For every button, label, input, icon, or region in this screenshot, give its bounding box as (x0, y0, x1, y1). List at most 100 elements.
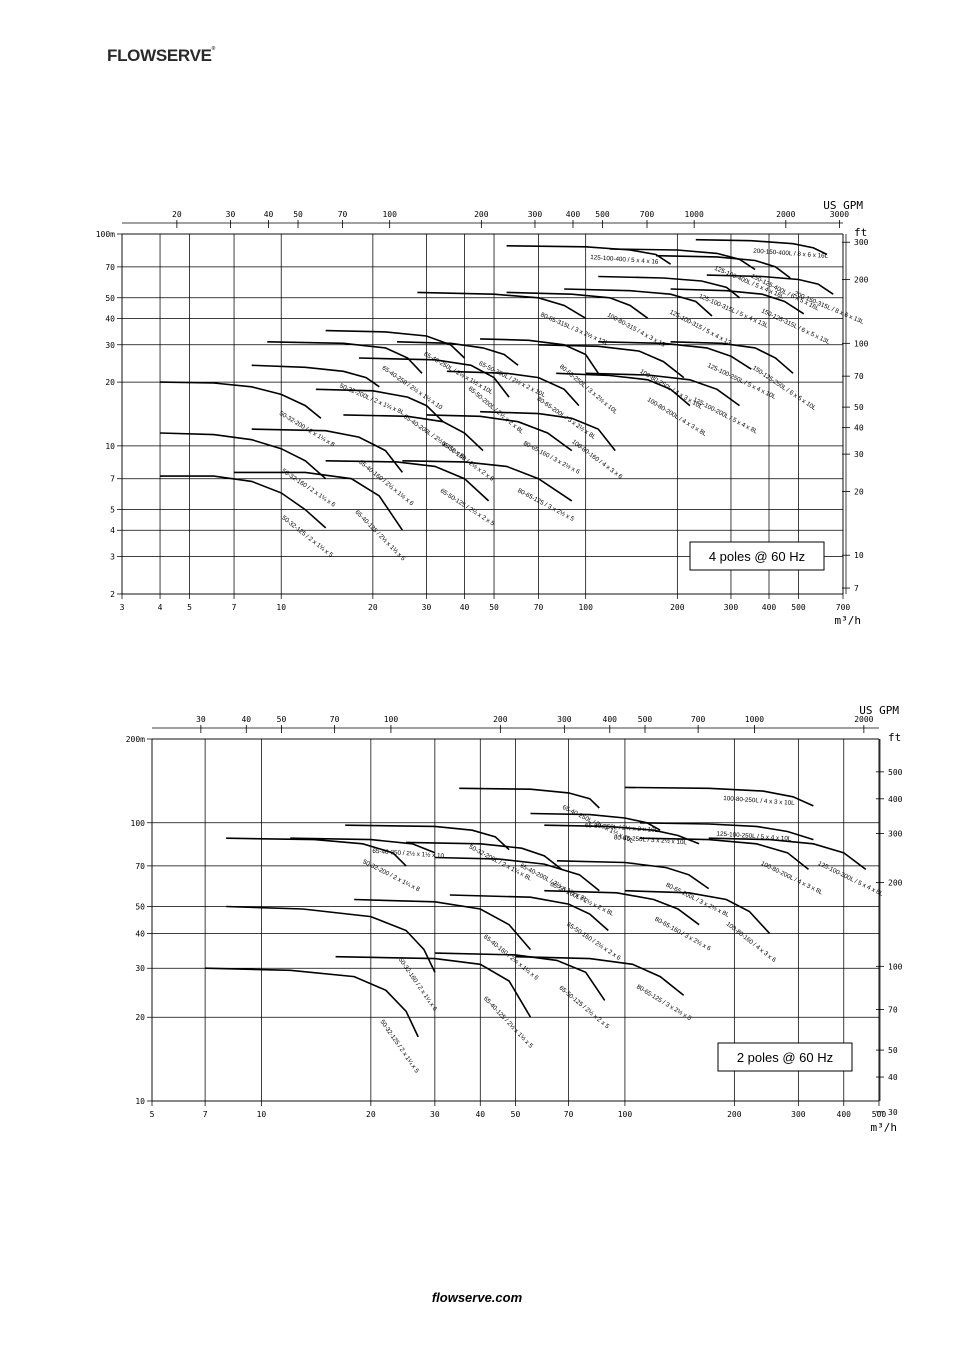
top-tick-label: 200 (493, 715, 508, 724)
x-tick-label: 200 (727, 1110, 742, 1119)
curve-65-50-250l-2-x-2-x-10l (530, 812, 661, 831)
curve-150-125-250l-6-x-5-x-10l (670, 341, 794, 374)
x-tick-label: 100 (618, 1110, 633, 1119)
top-tick-label: 20 (172, 210, 182, 219)
y-tick-label: 50 (135, 903, 145, 912)
top-axis-unit: US GPM (859, 704, 899, 717)
top-tick-label: 500 (638, 715, 653, 724)
curve-50-32-200l-2-x-1-x-8l (251, 364, 380, 388)
curve-65-50-160-2-x-2-x-6 (449, 894, 609, 932)
curve-65-40-160-2-x-1-x-6 (251, 428, 404, 473)
x-axis-unit: m³/h (835, 614, 862, 627)
curve-65-50-200l-2-x-2-x-8l (434, 856, 600, 892)
curve-65-40-200l-2-x-1-x-8l (406, 841, 563, 871)
curve-label-65-40-125-2-x-1-x-5: 65-40-125 / 2½ x 1½ x 5 (353, 508, 407, 563)
top-tick-label: 300 (528, 210, 543, 219)
curve-label-65-50-160-2-x-2-x-6: 65-50-160 / 2½ x 2 x 6 (565, 920, 622, 962)
curve-150-125-400l-6-x-5-x-16l (655, 254, 791, 279)
curve-65-50-200l-2-x-2-x-8l (358, 357, 510, 398)
curve-label-100-80-160-4-x-3-x-6: 100-80-160 / 4 x 3 x 6 (725, 921, 778, 965)
top-tick-label: 40 (241, 715, 251, 724)
curve-50-32-200-2-x-1-x-8 (226, 837, 407, 867)
top-tick-label: 70 (330, 715, 340, 724)
right-tick-label: 50 (888, 1046, 898, 1055)
x-tick-label: 400 (837, 1110, 852, 1119)
top-tick-label: 2000 (776, 210, 795, 219)
x-tick-label: 5 (150, 1110, 155, 1119)
curve-label-125-100-250l-5-x-4-x-10l: 125-100-250L / 5 x 4 x 10L (706, 362, 777, 401)
right-tick-label: 400 (888, 795, 903, 804)
chart-2-poles: 5 7 10 20 30 40 50 70 100 200 300 400 500 10 20 30 40 50 7… (126, 704, 903, 1134)
curve-65-40-125-2-x-1-x-5 (234, 471, 404, 531)
title-box (689, 541, 825, 571)
x-tick-label: 10 (276, 603, 286, 612)
curve-65-40-250-2-x-1-x-10 (290, 837, 436, 854)
x-tick-label: 400 (762, 603, 777, 612)
y-tick-label: 5 (110, 506, 115, 515)
curve-65-40-160-2-x-1-x-6 (354, 898, 532, 951)
right-tick-label: 10 (854, 551, 864, 560)
y-tick-label: 40 (135, 929, 145, 938)
curve-50-32-125-2-x-1-x-5 (205, 967, 419, 1038)
curve-label-50-32-200-2-x-1-x-8: 50-32-200 / 2 x 1¼ x 8 (361, 858, 421, 893)
y-tick-label: 70 (135, 862, 145, 871)
y-tick-label: 70 (105, 263, 115, 272)
y-tick-label: 10 (135, 1097, 145, 1106)
curve-label-50-32-200l-2-x-1-x-8l: 50-32-200L / 2 x 1¼ x 8L (339, 382, 406, 416)
x-tick-label: 300 (791, 1110, 806, 1119)
right-axis-unit: ft (854, 226, 867, 239)
curve-label-100-80-160-4-x-3-x-6: 100-80-160 / 4 x 3 x 6 (570, 438, 624, 481)
x-tick-label: 5 (187, 603, 192, 612)
x-tick-label: 70 (534, 603, 544, 612)
brand-logo: FLOWSERVE® (107, 46, 216, 65)
curve-label-65-50-125-2-x-2-x-5: 65-50-125 / 2½ x 2 x 5 (439, 487, 497, 528)
x-tick-label: 30 (430, 1110, 440, 1119)
y-tick-label: 40 (105, 314, 115, 323)
plot-area: 3 4 5 7 10 20 30 40 50 70 100 200 300 400 500 700234571… (96, 199, 869, 627)
curve-100-80-250l-4-x-3-x-10l (624, 786, 814, 807)
right-tick-label: 500 (888, 768, 903, 777)
top-tick-label: 500 (595, 210, 610, 219)
curve-label-50-32-160-2-x-1-x-6: 50-32-160 / 2 x 1¼ x 6 (280, 468, 337, 509)
x-tick-label: 40 (460, 603, 470, 612)
curve-label-50-32-160-2-x-1-x-6: 50-32-160 / 2 x 1¼ x 6 (397, 957, 439, 1013)
curve-65-40-200l-2-x-1-x-8l (315, 388, 444, 423)
x-tick-label: 7 (203, 1110, 208, 1119)
curve-125-100-400l-5-x-4-x-16l (609, 248, 756, 271)
x-axis-unit: m³/h (871, 1121, 898, 1134)
y-tick-label: 10 (105, 442, 115, 451)
top-tick-label: 700 (691, 715, 706, 724)
top-tick-label: 200 (474, 210, 489, 219)
x-tick-label: 4 (158, 603, 163, 612)
right-tick-label: 40 (888, 1073, 898, 1082)
curve-100-80-160-4-x-3-x-6 (480, 410, 616, 452)
right-tick-label: 70 (888, 1005, 898, 1014)
curve-label-65-50-200l-2-x-2-x-8l: 65-50-200L / 2½ x 2 x 8L (467, 385, 526, 436)
curve-label-65-40-125-2-x-1-x-5: 65-40-125 / 2½ x 1½ x 5 (482, 995, 535, 1050)
x-tick-label: 30 (422, 603, 432, 612)
y-tick-label: 2 (110, 590, 115, 599)
right-tick-label: 100 (888, 962, 903, 971)
y-tick-label: 30 (135, 964, 145, 973)
curve-label-80-65-125-3-x-2-x-5: 80-65-125 / 3 x 2½ x 5 (635, 983, 693, 1023)
curve-125-100-250l-5-x-4-x-10l (639, 822, 814, 841)
x-tick-label: 3 (120, 603, 125, 612)
top-tick-label: 40 (264, 210, 274, 219)
top-tick-label: 1000 (745, 715, 764, 724)
top-tick-label: 400 (603, 715, 618, 724)
curve-65-50-125-2-x-2-x-5 (325, 460, 490, 502)
right-tick-label: 40 (854, 424, 864, 433)
x-tick-label: 700 (836, 603, 851, 612)
curve-65-40-125-2-x-1-x-5 (335, 955, 532, 1018)
right-tick-label: 7 (854, 584, 859, 593)
x-tick-label: 500 (872, 1110, 887, 1119)
x-tick-label: 20 (366, 1110, 376, 1119)
curve-100-80-315-4-x-3-x-13 (506, 291, 649, 319)
curve-125-100-200l-5-x-4-x-8l (708, 837, 867, 871)
top-axis-unit: US GPM (823, 199, 863, 212)
curve-100-80-250l-4-x-3-x-10l (538, 344, 685, 379)
right-tick-label: 30 (888, 1108, 898, 1117)
curve-label-50-32-125-2-x-1-x-5: 50-32-125 / 2 x 1¼ x 5 (280, 514, 334, 559)
right-tick-label: 300 (888, 830, 903, 839)
curve-200-150-315l-8-x-6-x-13l (706, 274, 834, 295)
